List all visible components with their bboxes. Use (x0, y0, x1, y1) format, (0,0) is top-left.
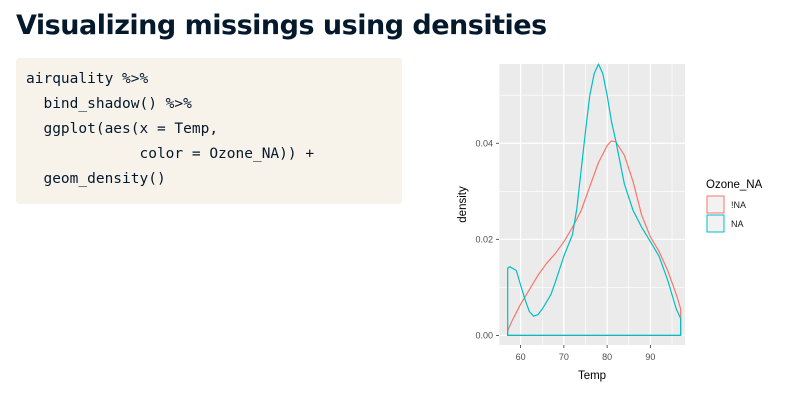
code-block: airquality %>% bind_shadow() %>% ggplot(… (16, 58, 402, 204)
code-line: ggplot(aes(x = Temp, (26, 121, 219, 137)
y-tick-label: 0.00 (475, 330, 493, 340)
code-line: color = Ozone_NA)) + (26, 146, 315, 162)
legend-label: NA (731, 219, 744, 229)
x-tick-label: 80 (602, 352, 612, 362)
x-tick-label: 90 (645, 352, 655, 362)
minor-gridlines (498, 64, 685, 345)
density-line-not-na (507, 140, 682, 336)
legend-item: NA (706, 214, 744, 233)
y-axis-label: density (457, 186, 469, 223)
legend-key (706, 195, 725, 214)
code-line: airquality %>% (26, 71, 149, 87)
y-tick-label: 0.04 (475, 138, 493, 148)
slide-title: Visualizing missings using densities (16, 10, 547, 41)
legend-title: Ozone_NA (706, 179, 763, 191)
legend-item: !NA (706, 195, 746, 214)
x-axis-label: Temp (578, 370, 606, 382)
x-tick-label: 60 (516, 352, 526, 362)
legend-key (706, 214, 725, 233)
density-line-na (507, 63, 682, 336)
plot-panel (499, 64, 685, 345)
code-line: geom_density() (26, 171, 166, 187)
code-line: bind_shadow() %>% (26, 96, 192, 112)
legend: Ozone_NA !NA NA (706, 179, 763, 233)
x-tick-label: 70 (559, 352, 569, 362)
y-tick-label: 0.02 (475, 234, 493, 244)
axes-layer: 60 70 80 90 0.00 0.02 0.04 (475, 138, 655, 362)
legend-label: !NA (731, 200, 746, 210)
series-layer (507, 63, 682, 336)
